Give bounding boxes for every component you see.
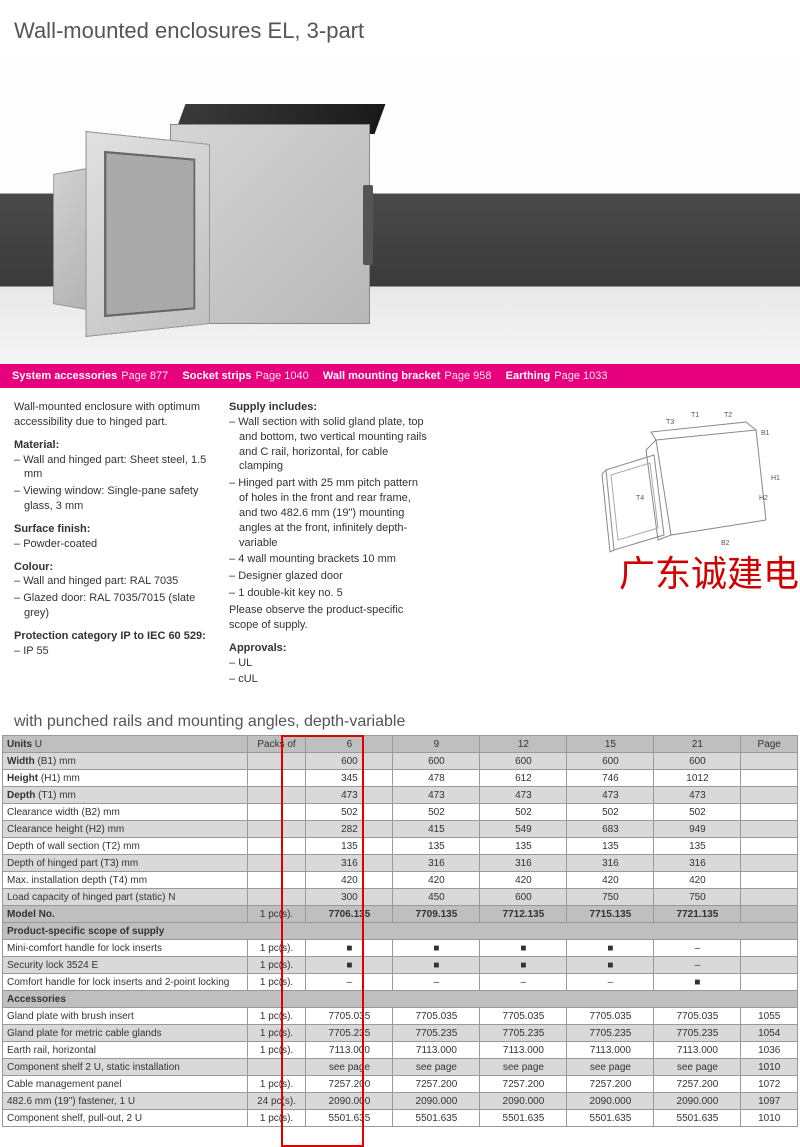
ref-page: Page 1040 <box>256 370 309 382</box>
col-diagram: T1 T2 T3 B1 B2 H1 H2 T4 广东诚建电气 <box>449 400 786 689</box>
watermark-text: 广东诚建电气 <box>619 550 800 599</box>
svg-text:T1: T1 <box>691 412 699 419</box>
hero-image <box>0 54 800 364</box>
svg-text:H1: H1 <box>771 475 780 482</box>
ref-label: Earthing <box>506 370 551 382</box>
approvals-heading: Approvals: <box>229 641 429 656</box>
table-row: Component shelf, pull-out, 2 U1 pc(s).55… <box>3 1110 798 1127</box>
table-row: Earth rail, horizontal1 pc(s).7113.00071… <box>3 1042 798 1059</box>
material-list: Wall and hinged part: Sheet steel, 1.5 m… <box>14 453 209 514</box>
colour-heading: Colour: <box>14 560 209 575</box>
table-row: Clearance height (H2) mm282415549683949 <box>3 821 798 838</box>
col-supply: Supply includes: Wall section with solid… <box>229 400 429 689</box>
supply-list: Wall section with solid gland plate, top… <box>229 415 429 601</box>
table-row: Depth of wall section (T2) mm13513513513… <box>3 838 798 855</box>
table-row: Security lock 3524 E1 pc(s).■■■■– <box>3 957 798 974</box>
protection-heading: Protection category IP to IEC 60 529: <box>14 629 209 644</box>
info-columns: Wall-mounted enclosure with optimum acce… <box>0 388 800 699</box>
table-row: Product-specific scope of supply <box>3 923 798 940</box>
table-row: Comfort handle for lock inserts and 2-po… <box>3 974 798 991</box>
ref-page: Page 1033 <box>554 370 607 382</box>
svg-text:B2: B2 <box>721 540 730 547</box>
table-row: Model No.1 pc(s).7706.1357709.1357712.13… <box>3 906 798 923</box>
table-subhead: with punched rails and mounting angles, … <box>0 699 800 735</box>
dimension-diagram: T1 T2 T3 B1 B2 H1 H2 T4 <box>576 400 786 560</box>
svg-text:T2: T2 <box>724 412 732 419</box>
spec-table: Units UPacks of69121521PageWidth (B1) mm… <box>2 735 798 1127</box>
svg-text:H2: H2 <box>759 495 768 502</box>
protection-list: IP 55 <box>14 644 209 659</box>
material-heading: Material: <box>14 438 209 453</box>
ref-label: Socket strips <box>182 370 251 382</box>
svg-text:T4: T4 <box>636 495 644 502</box>
spec-table-wrap: Units UPacks of69121521PageWidth (B1) mm… <box>0 735 800 1147</box>
table-row: Cable management panel1 pc(s).7257.20072… <box>3 1076 798 1093</box>
table-row: Height (H1) mm3454786127461012 <box>3 770 798 787</box>
ref-label: System accessories <box>12 370 117 382</box>
table-row: Width (B1) mm600600600600600 <box>3 753 798 770</box>
table-row: Units UPacks of69121521Page <box>3 736 798 753</box>
table-row: Depth (T1) mm473473473473473 <box>3 787 798 804</box>
intro-text: Wall-mounted enclosure with optimum acce… <box>14 400 209 430</box>
svg-text:T3: T3 <box>666 419 674 426</box>
ref-label: Wall mounting bracket <box>323 370 441 382</box>
table-row: Component shelf 2 U, static installation… <box>3 1059 798 1076</box>
table-row: Mini-comfort handle for lock inserts1 pc… <box>3 940 798 957</box>
surface-heading: Surface finish: <box>14 522 209 537</box>
table-row: Gland plate with brush insert1 pc(s).770… <box>3 1008 798 1025</box>
table-row: Max. installation depth (T4) mm420420420… <box>3 872 798 889</box>
table-row: Clearance width (B2) mm502502502502502 <box>3 804 798 821</box>
colour-list: Wall and hinged part: RAL 7035Glazed doo… <box>14 574 209 621</box>
table-row: Accessories <box>3 991 798 1008</box>
table-row: Load capacity of hinged part (static) N3… <box>3 889 798 906</box>
product-illustration <box>30 94 400 344</box>
ref-page: Page 958 <box>444 370 491 382</box>
page-title: Wall-mounted enclosures EL, 3-part <box>0 0 800 54</box>
table-row: Depth of hinged part (T3) mm316316316316… <box>3 855 798 872</box>
table-row: 482.6 mm (19") fastener, 1 U24 pc(s).209… <box>3 1093 798 1110</box>
supply-heading: Supply includes: <box>229 400 429 415</box>
approvals-list: ULcUL <box>229 656 429 688</box>
reference-bar: System accessories Page 877 Socket strip… <box>0 364 800 388</box>
ref-page: Page 877 <box>121 370 168 382</box>
svg-text:B1: B1 <box>761 430 770 437</box>
col-material: Wall-mounted enclosure with optimum acce… <box>14 400 209 689</box>
supply-note: Please observe the product-specific scop… <box>229 603 429 633</box>
surface-list: Powder-coated <box>14 537 209 552</box>
table-row: Gland plate for metric cable glands1 pc(… <box>3 1025 798 1042</box>
